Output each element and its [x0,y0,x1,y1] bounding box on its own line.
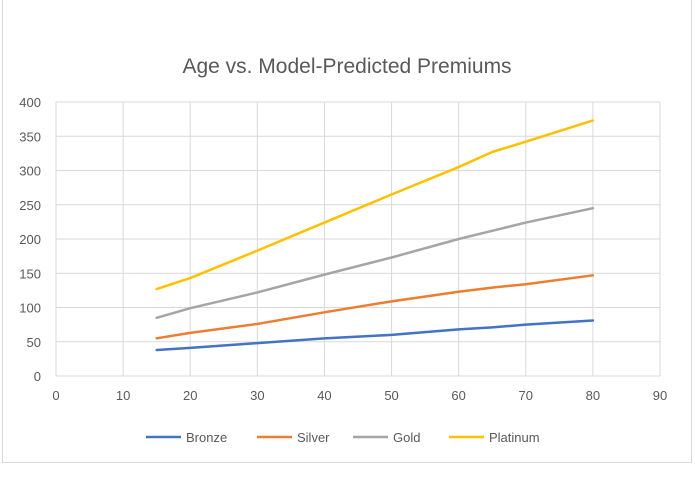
series-line-bronze [155,319,595,352]
x-tick-label: 40 [317,388,331,403]
legend-label-silver: Silver [297,430,330,445]
y-tick-label: 0 [34,369,41,384]
y-tick-label: 250 [19,198,41,213]
chart-title: Age vs. Model-Predicted Premiums [182,55,511,78]
legend-label-platinum: Platinum [489,430,540,445]
x-tick-label: 90 [653,388,667,403]
y-tick-label: 200 [19,232,41,247]
y-tick-label: 100 [19,301,41,316]
x-tick-label: 60 [451,388,465,403]
x-tick-label: 10 [116,388,130,403]
y-tick-label: 300 [19,164,41,179]
y-tick-label: 50 [27,335,41,350]
x-tick-label: 70 [519,388,533,403]
series-line-platinum [155,119,595,291]
y-tick-label: 150 [19,266,41,281]
x-tick-label: 50 [384,388,398,403]
y-tick-label: 350 [19,129,41,144]
y-tick-label: 400 [19,95,41,110]
x-tick-label: 30 [250,388,264,403]
x-tick-label: 80 [586,388,600,403]
x-tick-label: 20 [183,388,197,403]
series-line-silver [155,274,595,340]
x-tick-label: 0 [52,388,59,403]
chart-frame [2,0,692,463]
legend-label-gold: Gold [393,430,420,445]
series-line-gold [155,206,595,320]
legend-label-bronze: Bronze [186,430,227,445]
